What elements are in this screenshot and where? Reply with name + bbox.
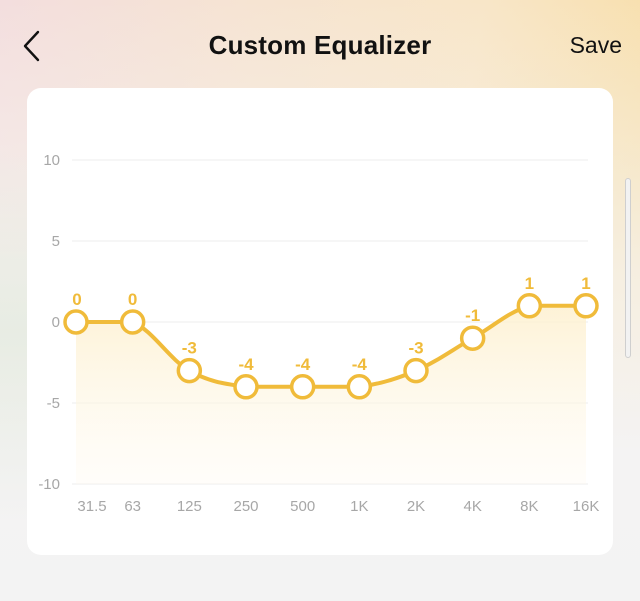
x-tick-label: 4K [463,498,481,515]
x-tick-label: 2K [407,498,425,515]
x-tick-label: 16K [573,498,600,515]
value-label: -4 [238,355,254,374]
x-tick-label: 63 [124,498,141,515]
value-label: 1 [525,274,534,293]
back-button[interactable] [14,26,50,66]
y-tick-label: -5 [47,395,60,412]
band-handle-250[interactable] [233,374,259,400]
value-label: 0 [128,290,137,309]
chevron-left-icon [23,30,40,62]
x-tick-label: 125 [177,498,202,515]
band-handle-8k[interactable] [516,293,543,319]
x-tick-label: 1K [350,498,368,515]
value-label: -3 [408,339,423,358]
value-label: -3 [182,339,197,358]
value-label: 1 [581,274,590,293]
value-label: -1 [465,306,480,325]
band-handle-63[interactable] [119,309,146,335]
x-tick-label: 31.5 [77,498,106,515]
x-tick-label: 8K [520,498,538,515]
header-bar: Custom Equalizer Save [0,0,640,90]
band-handle-31.5[interactable] [63,309,89,335]
y-tick-label: 10 [43,152,60,169]
x-tick-label: 250 [233,498,258,515]
y-tick-label: 5 [52,233,60,250]
y-tick-label: 0 [52,314,60,331]
save-button[interactable]: Save [569,32,622,58]
scrollbar[interactable] [625,178,631,358]
area-fill [76,305,586,484]
value-label: 0 [72,290,81,309]
value-label: -4 [352,355,368,374]
band-handle-500[interactable] [289,374,316,400]
series-line [74,303,588,389]
band-handle-16k[interactable] [573,293,599,319]
band-handle-2k[interactable] [403,357,429,384]
band-handle-4k[interactable] [459,325,486,351]
y-tick-label: -10 [38,476,60,493]
value-label: -4 [295,355,311,374]
band-handle-1k[interactable] [346,374,373,400]
band-handle-125[interactable] [176,357,203,384]
x-tick-label: 500 [290,498,315,515]
page-title: Custom Equalizer [208,30,432,60]
